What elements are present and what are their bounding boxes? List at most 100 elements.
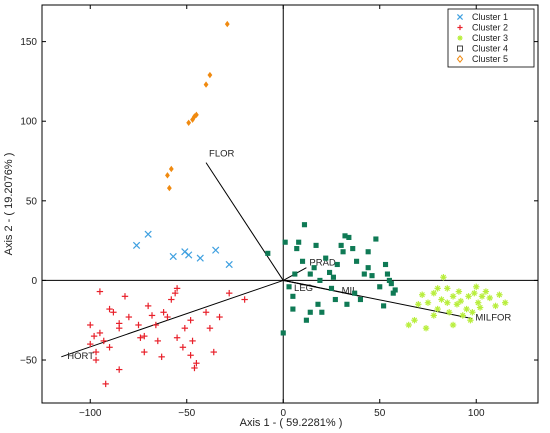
variable-vectors: FLOR PRAD LEG MIL MILFOR HORT: [61, 149, 511, 362]
data-point: [210, 348, 217, 356]
data-point: [137, 334, 144, 341]
data-point: [282, 239, 288, 245]
plot-frame: [41, 4, 539, 404]
data-point: [478, 293, 486, 300]
data-point: [301, 222, 308, 228]
x-axis-label: Axis 1 - ( 59.2281% ): [240, 417, 343, 429]
y-axis-label: Axis 2 - ( 19.2076% ): [3, 153, 15, 256]
data-point: [164, 313, 171, 321]
data-point: [446, 309, 453, 316]
data-point: [280, 330, 286, 336]
data-point: [357, 296, 364, 303]
data-point: [381, 303, 387, 309]
data-point: [465, 293, 472, 300]
data-point: [226, 289, 233, 297]
data-point: [474, 299, 482, 306]
data-point: [419, 291, 426, 298]
data-point: [135, 321, 142, 329]
data-point: [317, 277, 323, 283]
data-point: [286, 284, 292, 290]
data-point: [141, 348, 148, 356]
data-point: [377, 284, 383, 290]
data-point: [459, 312, 466, 319]
data-point: [328, 285, 335, 291]
data-point: [449, 321, 457, 329]
data-point: [350, 246, 356, 252]
data-point: [96, 329, 104, 337]
data-point: [386, 277, 392, 283]
data-point: [311, 265, 317, 271]
data-point: [179, 344, 187, 351]
data-point: [185, 251, 193, 259]
data-point: [110, 309, 117, 316]
data-point: [342, 233, 348, 239]
legend-marker: [456, 13, 464, 21]
y-tick-label: 100: [20, 117, 37, 128]
data-point: [192, 113, 197, 120]
data-point: [492, 302, 499, 310]
data-point: [390, 290, 396, 296]
data-point: [187, 317, 194, 324]
data-point: [132, 241, 141, 250]
data-point: [482, 288, 490, 295]
data-point: [315, 301, 321, 307]
data-point: [154, 337, 161, 345]
data-point: [373, 236, 379, 242]
data-point: [92, 356, 100, 364]
data-point: [430, 312, 437, 319]
data-point: [171, 289, 179, 297]
data-point: [405, 321, 412, 329]
data-point: [455, 288, 463, 295]
data-point: [463, 305, 470, 313]
data-point: [144, 302, 152, 310]
data-point: [224, 20, 230, 28]
data-point: [384, 271, 391, 277]
data-point: [189, 337, 196, 345]
data-point: [96, 288, 104, 295]
vector-flor: [205, 162, 284, 281]
data-point: [265, 250, 271, 256]
series-cluster-3: [405, 274, 509, 332]
data-point: [361, 271, 367, 277]
data-point: [87, 340, 94, 348]
data-point: [365, 265, 371, 271]
data-point: [191, 364, 198, 372]
data-point: [115, 366, 123, 373]
legend-marker: [457, 24, 463, 31]
data-point: [168, 165, 174, 173]
data-point: [388, 281, 394, 287]
legend-marker: [456, 55, 464, 63]
data-point: [168, 296, 175, 303]
data-point: [187, 352, 194, 359]
data-point: [203, 81, 209, 88]
data-point: [354, 258, 360, 264]
vector-label-milfor: MILFOR: [475, 313, 511, 324]
data-point: [332, 296, 338, 303]
data-point: [501, 299, 509, 306]
legend-label: Cluster 3: [472, 33, 508, 43]
data-point: [106, 305, 113, 313]
x-tick-label: 0: [280, 408, 286, 419]
data-point: [115, 324, 123, 332]
data-point: [290, 293, 296, 299]
data-point: [144, 230, 152, 238]
vector-label-hort: HORT: [67, 351, 94, 362]
data-point: [319, 309, 325, 315]
legend-label: Cluster 1: [472, 12, 508, 22]
data-point: [102, 380, 109, 388]
x-tick-label: 50: [374, 408, 386, 419]
data-point: [338, 242, 344, 248]
data-point: [444, 299, 451, 306]
data-point: [173, 285, 181, 292]
data-point: [440, 274, 447, 281]
data-point: [469, 309, 476, 316]
data-point: [476, 304, 484, 311]
data-point: [186, 119, 192, 127]
vector-hort: [61, 279, 284, 358]
y-tick-label: −50: [20, 356, 37, 367]
data-point: [340, 249, 346, 255]
data-point: [313, 242, 319, 248]
vector-label-prad: PRAD: [309, 258, 336, 269]
data-point: [382, 261, 389, 268]
